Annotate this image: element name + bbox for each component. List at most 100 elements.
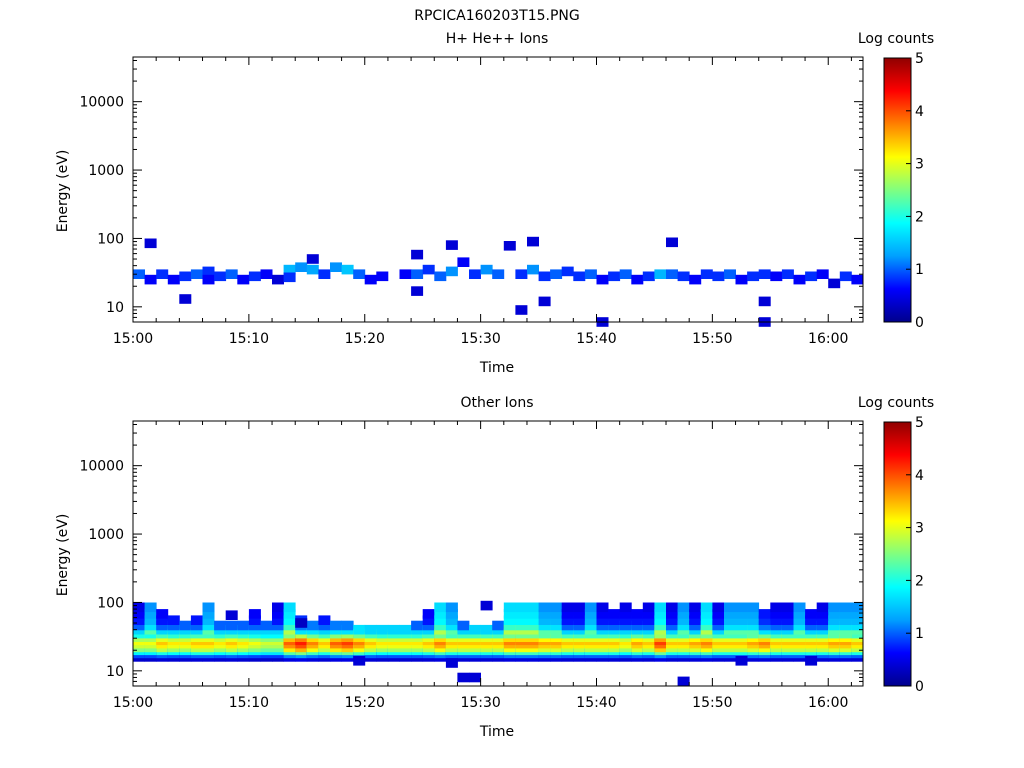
heatmap-cell <box>839 615 852 625</box>
heatmap-cell <box>758 269 771 279</box>
heatmap-cell <box>666 602 678 613</box>
heatmap-cell <box>712 271 725 282</box>
heatmap-cell <box>527 620 539 631</box>
heatmap-cell <box>758 615 771 625</box>
heatmap-cell <box>828 602 841 613</box>
x-tick-label: 15:50 <box>692 331 732 347</box>
heatmap-cell <box>144 609 157 619</box>
heatmap-cell <box>283 602 296 613</box>
heatmap-cell <box>573 602 586 613</box>
heatmap-cell <box>781 602 794 613</box>
heatmap-cell <box>781 269 794 279</box>
heatmap-cell <box>700 269 713 279</box>
heatmap-cell <box>434 271 447 282</box>
heatmap-cell <box>469 624 481 635</box>
heatmap-cell <box>272 602 284 613</box>
heatmap-cell <box>689 609 702 619</box>
heatmap-cell <box>550 609 563 619</box>
heatmap-cell <box>631 620 644 631</box>
heatmap-cell <box>283 272 296 283</box>
heatmap-cell <box>735 615 748 625</box>
heatmap-cell <box>538 296 551 307</box>
heatmap-cell <box>712 609 725 619</box>
colorbar-gradient <box>883 57 912 323</box>
heatmap-cell <box>156 269 169 279</box>
heatmap-cell <box>561 602 574 613</box>
colorbar-tick-label: 5 <box>915 51 924 67</box>
heatmap-cell <box>445 658 458 668</box>
heatmap-cell <box>642 602 655 613</box>
heatmap-cell <box>422 615 435 625</box>
heatmap-cell <box>202 602 215 613</box>
heatmap-cell <box>190 269 203 279</box>
heatmap-cell <box>272 609 284 619</box>
heatmap-cell <box>851 602 864 613</box>
heatmap-cell <box>492 269 505 279</box>
heatmap-cell <box>839 620 852 631</box>
heatmap-cell <box>167 620 180 631</box>
heatmap-cell <box>851 620 864 631</box>
heatmap-cell <box>677 271 690 282</box>
heatmap-cell <box>515 602 528 613</box>
heatmap-cell <box>642 271 655 282</box>
heatmap-cell <box>411 269 424 279</box>
heatmap-cell <box>283 615 296 625</box>
heatmap-cell <box>619 615 632 625</box>
y-tick-label: 100 <box>97 595 124 611</box>
heatmap-cell <box>353 624 366 635</box>
heatmap-cell <box>747 620 760 631</box>
heatmap-cell <box>793 620 806 631</box>
heatmap-cell <box>538 620 551 631</box>
plot-axes: 15:00 15:10 15:20 15:30 15:40 15:50 16:00 10 100… <box>79 56 864 347</box>
heatmap-cell <box>214 271 227 282</box>
heatmap-cell <box>295 262 308 272</box>
heatmap-cell <box>133 609 145 619</box>
heatmap-cell <box>318 269 331 279</box>
y-tick-label: 1000 <box>88 527 124 543</box>
heatmap-cell <box>179 620 192 631</box>
heatmap-cell <box>214 620 227 631</box>
heatmap-cell <box>480 600 493 611</box>
heatmap-cells <box>133 600 864 687</box>
heatmap-cell <box>851 615 864 625</box>
heatmap-cell <box>306 254 319 264</box>
heatmap-cell <box>805 620 818 631</box>
heatmap-cell <box>747 602 760 613</box>
heatmap-cell <box>735 656 748 666</box>
heatmap-cell <box>770 620 783 631</box>
colorbar-tick-label: 1 <box>915 262 924 278</box>
heatmap-cell <box>747 609 760 619</box>
heatmap-cell <box>666 269 678 279</box>
heatmap-cell <box>167 615 180 625</box>
heatmap-cell <box>642 615 655 625</box>
heatmap-cell <box>283 609 296 619</box>
heatmap-cell <box>573 620 586 631</box>
heatmap-cell <box>225 269 238 279</box>
heatmap-cell <box>527 236 539 247</box>
heatmap-cell <box>584 269 597 279</box>
heatmap-cell <box>190 615 203 625</box>
heatmap-cell <box>654 620 667 631</box>
heatmap-cell <box>376 624 389 635</box>
heatmap-cell <box>144 602 157 613</box>
heatmap-cells <box>133 236 864 327</box>
heatmap-cell <box>364 624 377 635</box>
heatmap-cell <box>202 609 215 619</box>
heatmap-cell <box>445 620 458 631</box>
heatmap-cell <box>654 609 667 619</box>
heatmap-cell <box>538 271 551 282</box>
heatmap-cell <box>144 620 157 631</box>
heatmap-cell <box>295 618 308 628</box>
heatmap-cell <box>793 615 806 625</box>
heatmap-cell <box>457 620 470 631</box>
heatmap-cell <box>538 602 551 613</box>
heatmap-cell <box>260 620 273 631</box>
heatmap-cell <box>248 609 261 619</box>
heatmap-cell <box>654 615 667 625</box>
heatmap-cell <box>770 271 783 282</box>
heatmap-cell <box>341 620 354 631</box>
heatmap-cell <box>202 266 215 277</box>
heatmap-cell <box>515 269 528 279</box>
heatmap-cell <box>144 615 157 625</box>
heatmap-cell <box>411 286 424 296</box>
